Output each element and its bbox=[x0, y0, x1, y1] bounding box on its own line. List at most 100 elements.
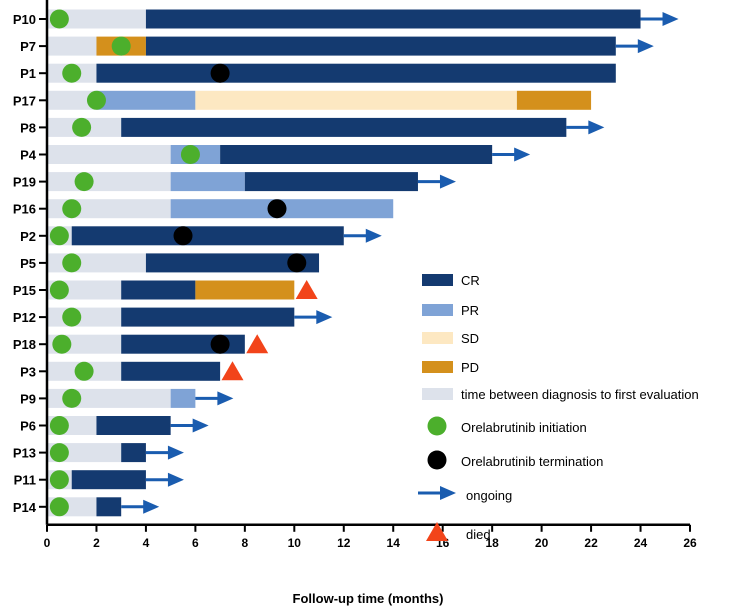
legend-label: PR bbox=[461, 303, 479, 318]
bar-segment-cr bbox=[121, 307, 295, 327]
patient-row-p6: P6 bbox=[20, 416, 209, 435]
initiation-marker bbox=[62, 388, 82, 408]
legend-label: SD bbox=[461, 331, 479, 346]
legend: CR PR SD PD time between diagnosis to first … bbox=[418, 273, 699, 542]
ongoing-arrow-head bbox=[192, 418, 209, 433]
bar-segment-cr bbox=[96, 416, 171, 435]
x-tick-label: 18 bbox=[485, 536, 499, 550]
bar-segment-cr bbox=[145, 9, 641, 29]
died-marker bbox=[295, 280, 318, 299]
bar-segment-eval bbox=[47, 307, 122, 327]
ongoing-arrow-head bbox=[143, 499, 160, 514]
patient-row-p12: P12 bbox=[13, 307, 333, 327]
legend-label: Orelabrutinib termination bbox=[461, 454, 603, 469]
x-tick-label: 6 bbox=[192, 536, 199, 550]
legend-item-init: Orelabrutinib initiation bbox=[427, 416, 587, 436]
patient-row-p8: P8 bbox=[20, 117, 605, 137]
patient-label: P16 bbox=[13, 202, 36, 217]
initiation-marker bbox=[52, 334, 72, 354]
ongoing-arrow-head bbox=[637, 39, 654, 54]
legend-swatch bbox=[427, 450, 447, 470]
bar-segment-cr bbox=[121, 361, 221, 381]
x-tick-label: 4 bbox=[143, 536, 150, 550]
x-tick-label: 2 bbox=[93, 536, 100, 550]
bar-segment-sd bbox=[195, 90, 517, 110]
legend-swatch bbox=[422, 388, 453, 400]
legend-label: died bbox=[466, 527, 491, 542]
initiation-marker bbox=[72, 117, 92, 137]
patient-label: P11 bbox=[14, 473, 36, 488]
patient-row-p16: P16 bbox=[13, 199, 394, 219]
legend-swatch bbox=[422, 332, 453, 344]
patient-row-p13: P13 bbox=[13, 443, 184, 463]
initiation-marker bbox=[49, 470, 69, 490]
bar-segment-cr bbox=[244, 172, 418, 192]
ongoing-arrow-head bbox=[514, 147, 531, 162]
ongoing-arrow-head bbox=[167, 472, 184, 487]
termination-marker bbox=[267, 199, 287, 219]
ongoing-arrow-head bbox=[365, 228, 382, 243]
legend-item-sd: SD bbox=[422, 331, 479, 346]
x-tick-label: 22 bbox=[584, 536, 598, 550]
ongoing-arrow-head bbox=[167, 445, 184, 460]
legend-label: CR bbox=[461, 273, 480, 288]
bar-segment-cr bbox=[96, 497, 122, 517]
bar-segment-cr bbox=[96, 63, 616, 83]
ongoing-arrow-head bbox=[316, 310, 333, 325]
patient-label: P1 bbox=[20, 66, 36, 81]
bar-segment-pr bbox=[170, 388, 196, 408]
initiation-marker bbox=[74, 361, 94, 381]
patient-label: P19 bbox=[13, 175, 36, 190]
bar-segment-cr bbox=[121, 117, 567, 137]
ongoing-arrow-head bbox=[439, 174, 456, 189]
legend-swatch bbox=[422, 274, 453, 286]
initiation-marker bbox=[62, 199, 82, 219]
bar-segment-pd bbox=[516, 90, 592, 110]
legend-item-term: Orelabrutinib termination bbox=[427, 450, 603, 470]
bar-segment-pr bbox=[170, 172, 245, 192]
bar-segment-cr bbox=[121, 280, 196, 300]
legend-label: time between diagnosis to first evaluati… bbox=[461, 387, 699, 402]
termination-marker bbox=[210, 334, 230, 354]
x-tick-label: 24 bbox=[634, 536, 648, 550]
patient-row-p11: P11 bbox=[14, 470, 184, 490]
patient-label: P17 bbox=[13, 93, 36, 108]
x-tick-label: 26 bbox=[683, 536, 697, 550]
patient-label: P10 bbox=[13, 12, 36, 27]
bar-segment-eval bbox=[47, 9, 146, 29]
legend-item-eval: time between diagnosis to first evaluati… bbox=[422, 387, 699, 402]
x-tick-label: 20 bbox=[535, 536, 549, 550]
patient-label: P9 bbox=[20, 391, 36, 406]
termination-marker bbox=[210, 63, 230, 83]
initiation-marker bbox=[74, 172, 94, 192]
patient-row-p19: P19 bbox=[13, 172, 456, 192]
termination-marker bbox=[287, 253, 307, 273]
initiation-marker bbox=[180, 145, 200, 164]
x-tick-label: 8 bbox=[242, 536, 249, 550]
legend-item-pr: PR bbox=[422, 303, 479, 318]
initiation-marker bbox=[111, 36, 131, 56]
patient-row-p9: P9 bbox=[20, 388, 234, 408]
died-marker bbox=[426, 522, 448, 541]
patient-label: P2 bbox=[20, 229, 36, 244]
died-marker bbox=[246, 334, 269, 354]
legend-item-ongoing: ongoing bbox=[418, 486, 512, 503]
termination-marker bbox=[173, 226, 193, 246]
patient-row-p4: P4 bbox=[20, 145, 531, 164]
patient-row-p1: P1 bbox=[20, 63, 616, 83]
initiation-marker bbox=[49, 416, 69, 435]
bar-segment-eval bbox=[47, 36, 97, 56]
legend-label: ongoing bbox=[466, 488, 512, 503]
patient-label: P13 bbox=[13, 446, 36, 461]
legend-item-cr: CR bbox=[422, 273, 480, 288]
patient-label: P8 bbox=[20, 120, 36, 135]
initiation-marker bbox=[49, 226, 69, 246]
initiation-marker bbox=[86, 90, 106, 110]
bar-segment-cr bbox=[71, 226, 344, 246]
legend-swatch bbox=[422, 361, 453, 373]
patient-row-p17: P17 bbox=[13, 90, 592, 110]
initiation-marker bbox=[62, 63, 82, 83]
legend-swatch bbox=[422, 304, 453, 316]
initiation-marker bbox=[49, 497, 69, 517]
